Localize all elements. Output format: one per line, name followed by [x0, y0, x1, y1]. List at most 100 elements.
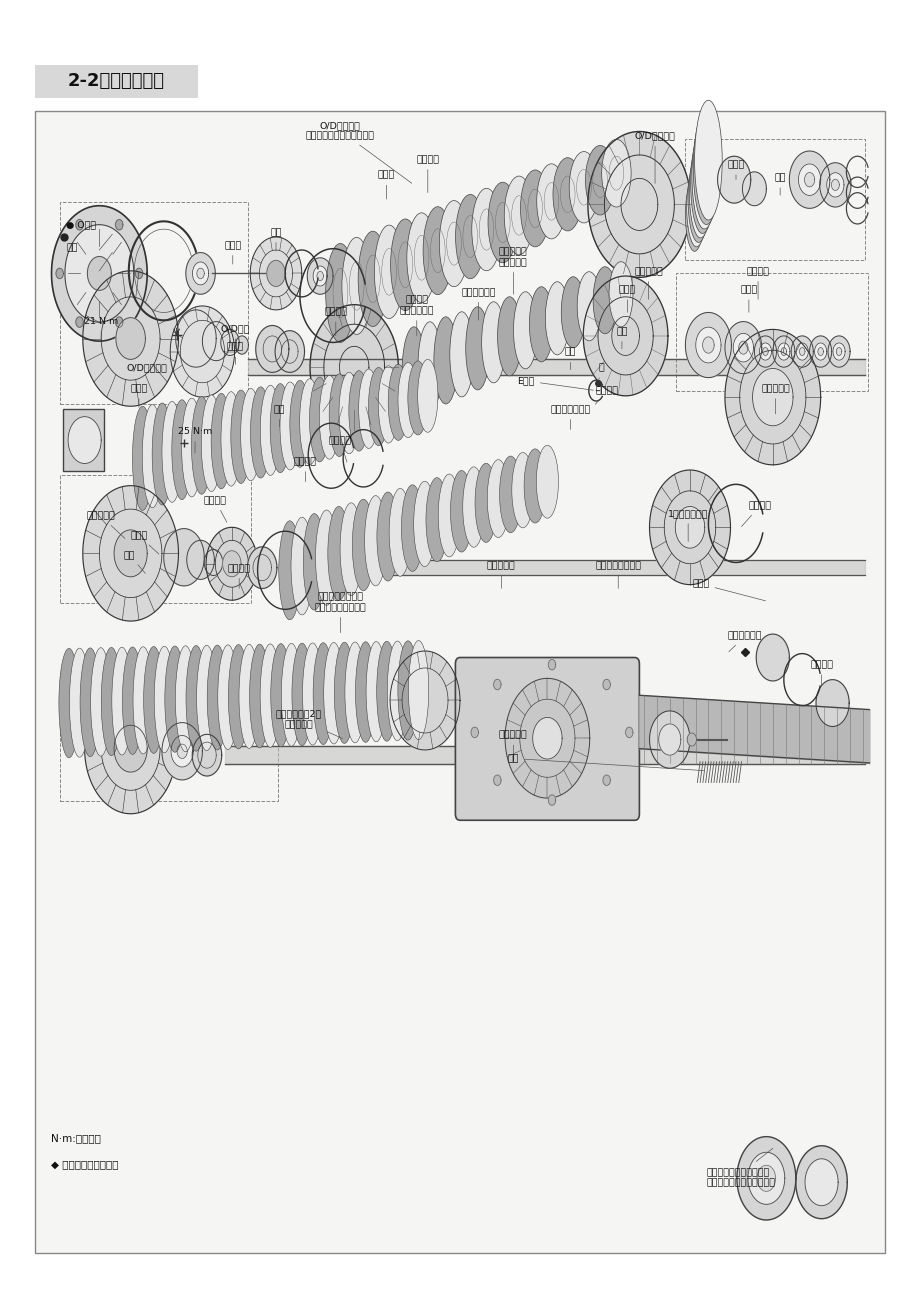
Polygon shape: [548, 660, 555, 669]
Ellipse shape: [561, 277, 584, 348]
Polygon shape: [602, 775, 609, 785]
Ellipse shape: [402, 327, 425, 418]
Ellipse shape: [329, 374, 349, 457]
Text: 轴承: 轴承: [564, 348, 575, 370]
Polygon shape: [754, 336, 776, 367]
Ellipse shape: [191, 397, 211, 495]
Ellipse shape: [279, 381, 300, 470]
Ellipse shape: [80, 648, 100, 756]
Ellipse shape: [260, 385, 280, 475]
Text: 轴承圈: 轴承圈: [227, 342, 244, 365]
Polygon shape: [505, 678, 589, 798]
Text: 25 N·m: 25 N·m: [177, 427, 212, 453]
Bar: [35, 65, 198, 98]
Ellipse shape: [387, 641, 407, 741]
Ellipse shape: [289, 380, 310, 467]
Ellipse shape: [694, 100, 721, 220]
Polygon shape: [85, 684, 176, 814]
Ellipse shape: [91, 647, 111, 756]
Polygon shape: [832, 342, 845, 361]
Bar: [60, 202, 248, 404]
Polygon shape: [799, 348, 804, 355]
Ellipse shape: [357, 232, 387, 327]
Text: 轴承和轴承圈总成: 轴承和轴承圈总成: [595, 561, 641, 589]
Text: 轴承和轴承圈总成
第一和倒挡制动单元: 轴承和轴承圈总成 第一和倒挡制动单元: [314, 592, 366, 633]
Polygon shape: [780, 348, 786, 355]
Ellipse shape: [511, 453, 533, 527]
Ellipse shape: [221, 392, 241, 486]
Polygon shape: [390, 651, 460, 750]
Ellipse shape: [366, 642, 386, 742]
Polygon shape: [310, 305, 398, 430]
Ellipse shape: [369, 367, 389, 445]
Polygon shape: [831, 180, 838, 190]
Ellipse shape: [536, 445, 558, 518]
Ellipse shape: [59, 648, 79, 758]
Ellipse shape: [388, 365, 408, 440]
Polygon shape: [206, 527, 257, 600]
Ellipse shape: [487, 182, 516, 263]
Polygon shape: [135, 268, 142, 279]
Ellipse shape: [142, 405, 163, 508]
Ellipse shape: [323, 642, 344, 743]
Ellipse shape: [520, 171, 550, 247]
Text: 第二制动鼓: 第二制动鼓: [760, 384, 789, 414]
Ellipse shape: [584, 146, 614, 215]
Ellipse shape: [377, 492, 399, 581]
Text: 销: 销: [598, 363, 604, 380]
Polygon shape: [177, 745, 187, 758]
Polygon shape: [675, 506, 704, 548]
Polygon shape: [658, 724, 680, 755]
Ellipse shape: [378, 366, 398, 443]
Text: 后行星齿轮和2号
单向离合器: 后行星齿轮和2号 单向离合器: [276, 710, 342, 738]
Ellipse shape: [608, 262, 632, 327]
Polygon shape: [56, 268, 63, 279]
Polygon shape: [702, 337, 713, 353]
Ellipse shape: [241, 388, 261, 480]
Ellipse shape: [685, 178, 703, 251]
Ellipse shape: [319, 375, 339, 460]
Text: N·m:规定力矩: N·m:规定力矩: [51, 1133, 100, 1143]
Text: 2-2、总体结构图: 2-2、总体结构图: [68, 73, 165, 90]
Ellipse shape: [690, 134, 713, 233]
Polygon shape: [583, 276, 667, 396]
Ellipse shape: [355, 642, 375, 742]
Ellipse shape: [211, 393, 232, 488]
Polygon shape: [267, 260, 285, 286]
Polygon shape: [625, 728, 632, 737]
Ellipse shape: [352, 499, 374, 591]
Polygon shape: [804, 173, 814, 186]
Ellipse shape: [462, 467, 484, 547]
Text: 前进挡离合器: 前进挡离合器: [460, 288, 495, 320]
Polygon shape: [755, 634, 789, 681]
Ellipse shape: [471, 189, 501, 271]
Ellipse shape: [408, 641, 428, 740]
Text: 轴承圈: 轴承圈: [378, 171, 394, 199]
Ellipse shape: [270, 384, 290, 473]
Polygon shape: [817, 348, 823, 355]
Polygon shape: [75, 220, 83, 230]
Text: 轴承圈: 轴承圈: [224, 241, 241, 264]
Polygon shape: [164, 529, 204, 586]
Bar: [35, 111, 884, 1253]
Ellipse shape: [201, 395, 221, 492]
Polygon shape: [819, 163, 850, 207]
Ellipse shape: [687, 156, 709, 242]
Polygon shape: [471, 728, 478, 737]
Text: O/D支架: O/D支架: [221, 324, 250, 349]
Text: 弹性挡圈: 弹性挡圈: [746, 267, 768, 299]
Polygon shape: [235, 336, 248, 354]
Polygon shape: [736, 1137, 795, 1220]
Ellipse shape: [348, 371, 369, 450]
Text: 轴承: 轴承: [774, 173, 785, 195]
Ellipse shape: [364, 496, 386, 586]
Polygon shape: [250, 237, 301, 310]
Polygon shape: [116, 318, 145, 359]
Ellipse shape: [499, 456, 521, 533]
Bar: [675, 273, 867, 391]
Ellipse shape: [327, 506, 349, 600]
Ellipse shape: [270, 643, 290, 747]
Ellipse shape: [290, 517, 312, 615]
Polygon shape: [83, 271, 178, 406]
Ellipse shape: [338, 372, 358, 454]
